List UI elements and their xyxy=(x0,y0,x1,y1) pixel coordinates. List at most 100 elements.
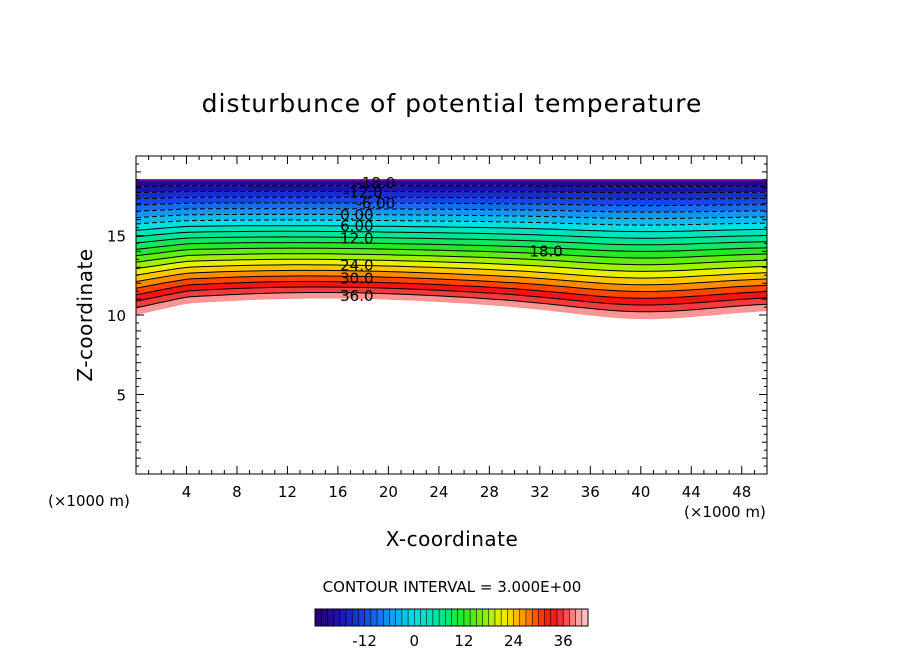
x-tick-label: 20 xyxy=(379,483,398,501)
x-tick-label: 24 xyxy=(429,483,448,501)
y-tick-label: 5 xyxy=(116,387,126,405)
contour-line xyxy=(135,225,768,233)
contour-line xyxy=(135,202,767,207)
colorbar-cell xyxy=(321,609,328,626)
contour-band xyxy=(136,281,767,305)
contour-line xyxy=(135,253,768,266)
contour-band xyxy=(136,185,767,193)
colorbar-cell xyxy=(513,609,521,626)
colorbar-cell xyxy=(383,609,390,626)
contour-line xyxy=(135,213,768,220)
colorbar-cell xyxy=(432,609,440,626)
contour-line xyxy=(135,258,768,272)
contour-line xyxy=(135,297,768,320)
colorbar-frame xyxy=(314,608,589,627)
colorbar-cell xyxy=(352,609,359,626)
colorbar-cell xyxy=(333,609,341,626)
contour-band xyxy=(136,202,767,213)
contour-line xyxy=(135,196,767,200)
colorbar-tick-label: 36 xyxy=(554,632,573,650)
contour-line xyxy=(135,185,767,187)
contour-band xyxy=(136,231,767,245)
contour-band xyxy=(136,208,767,219)
colorbar-cell xyxy=(451,609,459,626)
y-axis-title: Z-coordinate xyxy=(73,248,97,381)
x-tick-label: 16 xyxy=(328,483,347,501)
colorbar-cell xyxy=(445,609,452,626)
colorbar-cell xyxy=(488,609,496,626)
colorbar-cell xyxy=(457,609,465,626)
colorbar-cell xyxy=(525,609,533,626)
contour-label: 24.0 xyxy=(340,257,373,275)
y-tick-label: 10 xyxy=(107,307,126,325)
colorbar-cell xyxy=(476,609,483,626)
colorbar-cell xyxy=(575,609,583,626)
contour-label: 12.0 xyxy=(340,230,373,248)
colorbar-cell xyxy=(401,609,409,626)
contour-band xyxy=(136,264,767,285)
contour-label: 18.0 xyxy=(529,242,562,260)
contour-band xyxy=(136,179,767,187)
colorbar-cell xyxy=(420,609,427,626)
x-axis-title: X-coordinate xyxy=(386,527,519,551)
colorbar-cell xyxy=(482,609,490,626)
x-tick-label: 28 xyxy=(480,483,499,501)
colorbar-cell xyxy=(501,609,508,626)
contour-label: 6.00 xyxy=(340,217,373,235)
chart-title: disturbunce of potential temperature xyxy=(202,89,703,118)
colorbar-cell xyxy=(439,609,446,626)
contour-line xyxy=(135,219,768,226)
contour-line xyxy=(135,190,767,194)
contour-label: -18.0 xyxy=(356,174,395,192)
colorbar-cell xyxy=(507,609,514,626)
contour-line xyxy=(135,208,768,213)
contour-label: 30.0 xyxy=(340,269,373,287)
y-tick-label: 15 xyxy=(107,228,126,246)
contour-band xyxy=(136,225,767,239)
contour-band xyxy=(136,214,767,226)
contour-lines xyxy=(135,179,768,320)
y-unit-label: (×1000 m) xyxy=(48,492,130,510)
contour-band xyxy=(136,253,767,272)
colorbar-cell xyxy=(364,609,372,626)
contour-line xyxy=(135,292,768,313)
contour-line xyxy=(135,280,768,299)
colorbar-cell xyxy=(550,609,558,626)
colorbar-cell xyxy=(556,609,564,626)
colorbar-cell xyxy=(408,609,415,626)
contour-interval-label: CONTOUR INTERVAL = 3.000E+00 xyxy=(323,578,582,596)
contour-line xyxy=(135,264,768,279)
colorbar-tick-label: 0 xyxy=(409,632,419,650)
contour-line xyxy=(135,242,768,252)
colorbar-cell xyxy=(389,609,396,626)
colorbar-cell xyxy=(581,609,589,626)
colorbar-cell xyxy=(370,609,378,626)
contour-label: 36.0 xyxy=(340,287,373,305)
colorbar-tick-label: 24 xyxy=(504,632,523,650)
colorbar-cell xyxy=(358,609,365,626)
colorbar-cell xyxy=(532,609,539,626)
colorbar-cell xyxy=(538,609,545,626)
colorbar-cell xyxy=(569,609,576,626)
x-tick-label: 4 xyxy=(182,483,192,501)
colorbar-cell xyxy=(426,609,434,626)
contour-band xyxy=(136,259,767,279)
plot-area: -18.0-12.0-6.000.006.0012.018.024.030.03… xyxy=(107,155,768,501)
colorbar: -12 0 12 24 36 xyxy=(314,608,589,650)
colorbar-cell xyxy=(315,609,322,626)
contour-band xyxy=(136,292,767,319)
colorbar-cell xyxy=(563,609,570,626)
colorbar-cell xyxy=(519,609,527,626)
contour-band xyxy=(136,191,767,200)
contour-label: 0.00 xyxy=(340,206,373,224)
x-tick-label: 36 xyxy=(581,483,600,501)
contour-band xyxy=(136,236,767,252)
contour-line xyxy=(135,247,768,259)
contour-band xyxy=(136,220,767,232)
colorbar-cell xyxy=(339,609,347,626)
colorbar-tick-label: 12 xyxy=(454,632,473,650)
contour-line xyxy=(135,230,768,239)
